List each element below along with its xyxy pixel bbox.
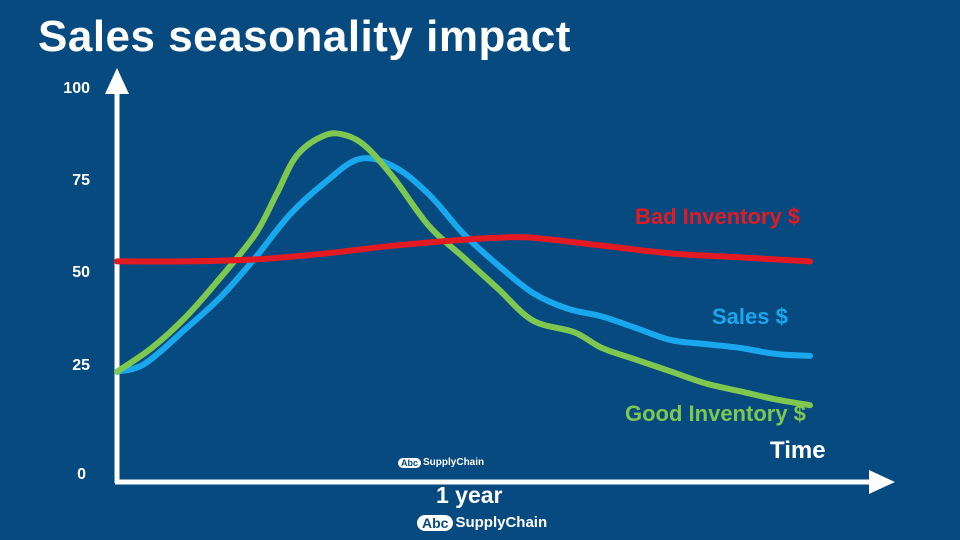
series-label-bad-inventory: Bad Inventory $ <box>635 204 801 229</box>
x-axis-label: Time <box>770 437 826 464</box>
logo-name: SupplyChain <box>423 457 485 468</box>
chart-lines <box>114 130 813 409</box>
x-axis-annotation: 1 year <box>436 482 503 508</box>
chart-axes <box>105 68 895 494</box>
y-axis-arrowhead <box>105 68 129 94</box>
x-axis-arrowhead <box>869 470 895 494</box>
series-label-sales: Sales $ <box>712 304 788 329</box>
y-tick-label: 75 <box>72 172 90 189</box>
logo-badge: Abc <box>417 514 454 531</box>
watermark-logo: Abc SupplyChain <box>398 457 484 468</box>
logo-name: SupplyChain <box>455 514 548 531</box>
chart-title: Sales seasonality impact <box>38 12 571 61</box>
logo-badge: Abc <box>398 457 422 468</box>
y-tick-label: 100 <box>63 80 90 97</box>
brand-logo: Abc SupplyChain <box>417 514 547 531</box>
y-tick-label: 0 <box>77 466 86 483</box>
series-label-good-inventory: Good Inventory $ <box>625 401 806 426</box>
series-line-sales <box>114 155 813 375</box>
series-line-bad-inventory <box>114 234 813 265</box>
y-tick-label: 50 <box>72 264 90 281</box>
series-line-good-inventory <box>114 130 813 409</box>
y-tick-label: 25 <box>72 357 90 374</box>
